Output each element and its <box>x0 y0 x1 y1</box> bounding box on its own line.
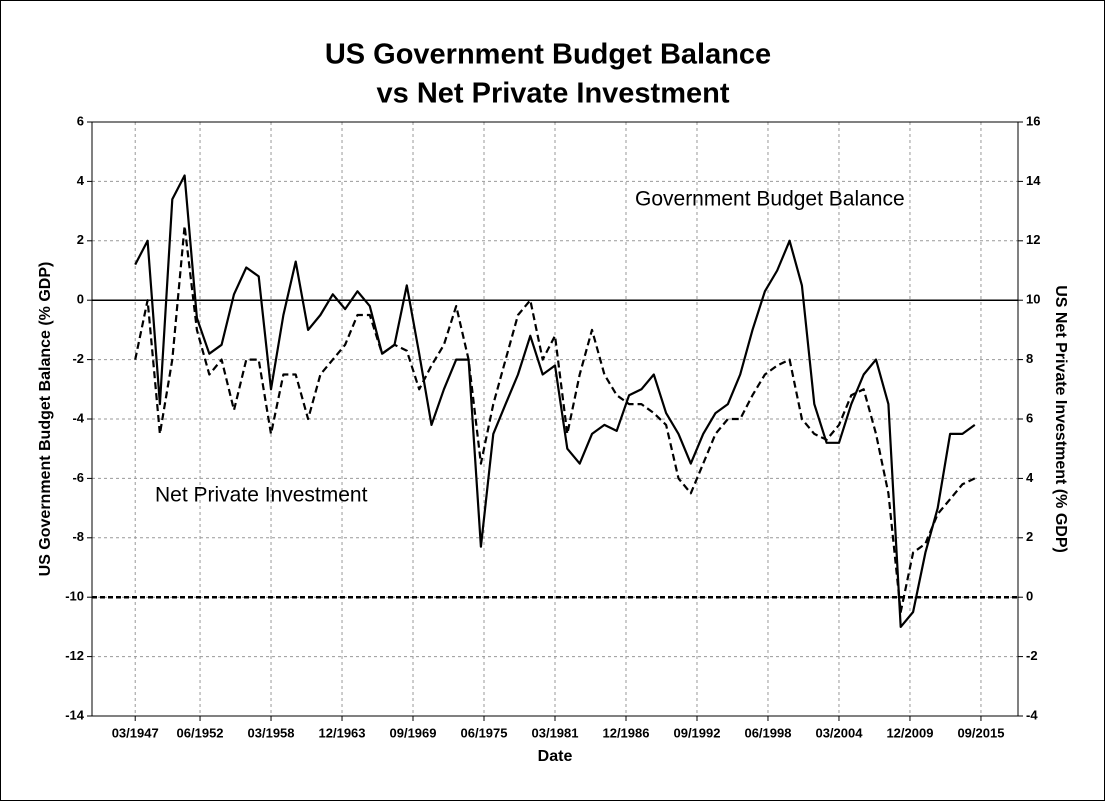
series-label: Net Private Investment <box>155 484 368 507</box>
y-tick-label: 2 <box>77 232 84 247</box>
x-tick-label: 06/1952 <box>177 725 224 740</box>
x-tick-label: 12/1986 <box>602 725 649 740</box>
x-tick-label: 09/1969 <box>390 725 437 740</box>
y2-tick-label: 8 <box>1026 351 1033 366</box>
series-line <box>134 224 976 614</box>
x-axis-label: Date <box>538 748 573 765</box>
series-label: Government Budget Balance <box>635 188 905 211</box>
series-line <box>134 174 976 628</box>
x-tick-label: 12/2009 <box>886 725 933 740</box>
chart-title: vs Net Private Investment <box>377 78 730 110</box>
y-tick-label: 6 <box>77 113 84 128</box>
y2-tick-label: 16 <box>1026 113 1040 128</box>
y2-tick-label: -2 <box>1026 648 1038 663</box>
y-tick-label: 0 <box>77 292 84 307</box>
x-tick-label: 09/1992 <box>673 725 720 740</box>
x-tick-label: 06/1975 <box>461 725 508 740</box>
y-tick-label: -6 <box>72 470 84 485</box>
y-tick-label: -4 <box>72 410 84 425</box>
x-tick-label: 03/2004 <box>815 725 863 740</box>
y2-tick-label: -4 <box>1026 707 1038 722</box>
y2-tick-label: 10 <box>1026 292 1040 307</box>
y2-axis-label: US Net Private Investment (% GDP) <box>1052 285 1069 553</box>
plot-area <box>91 121 1019 717</box>
chart-title: US Government Budget Balance <box>325 39 771 71</box>
y-axis-label: US Government Budget Balance (% GDP) <box>37 262 54 577</box>
x-tick-label: 09/2015 <box>957 725 1004 740</box>
y2-tick-label: 14 <box>1026 173 1041 188</box>
y2-tick-label: 12 <box>1026 232 1040 247</box>
x-tick-label: 03/1947 <box>112 725 159 740</box>
y-tick-label: -14 <box>65 707 85 722</box>
x-tick-label: 03/1958 <box>248 725 295 740</box>
y-tick-label: -2 <box>72 351 84 366</box>
y-tick-label: -12 <box>65 648 84 663</box>
y-tick-label: -8 <box>72 529 84 544</box>
y2-tick-label: 2 <box>1026 529 1033 544</box>
y2-tick-label: 0 <box>1026 589 1033 604</box>
y2-tick-label: 6 <box>1026 410 1033 425</box>
y2-tick-label: 4 <box>1026 470 1034 485</box>
x-tick-label: 06/1998 <box>744 725 791 740</box>
y-tick-label: -10 <box>65 589 84 604</box>
y-tick-label: 4 <box>77 173 85 188</box>
x-tick-label: 03/1981 <box>532 725 579 740</box>
x-tick-label: 12/1963 <box>319 725 366 740</box>
